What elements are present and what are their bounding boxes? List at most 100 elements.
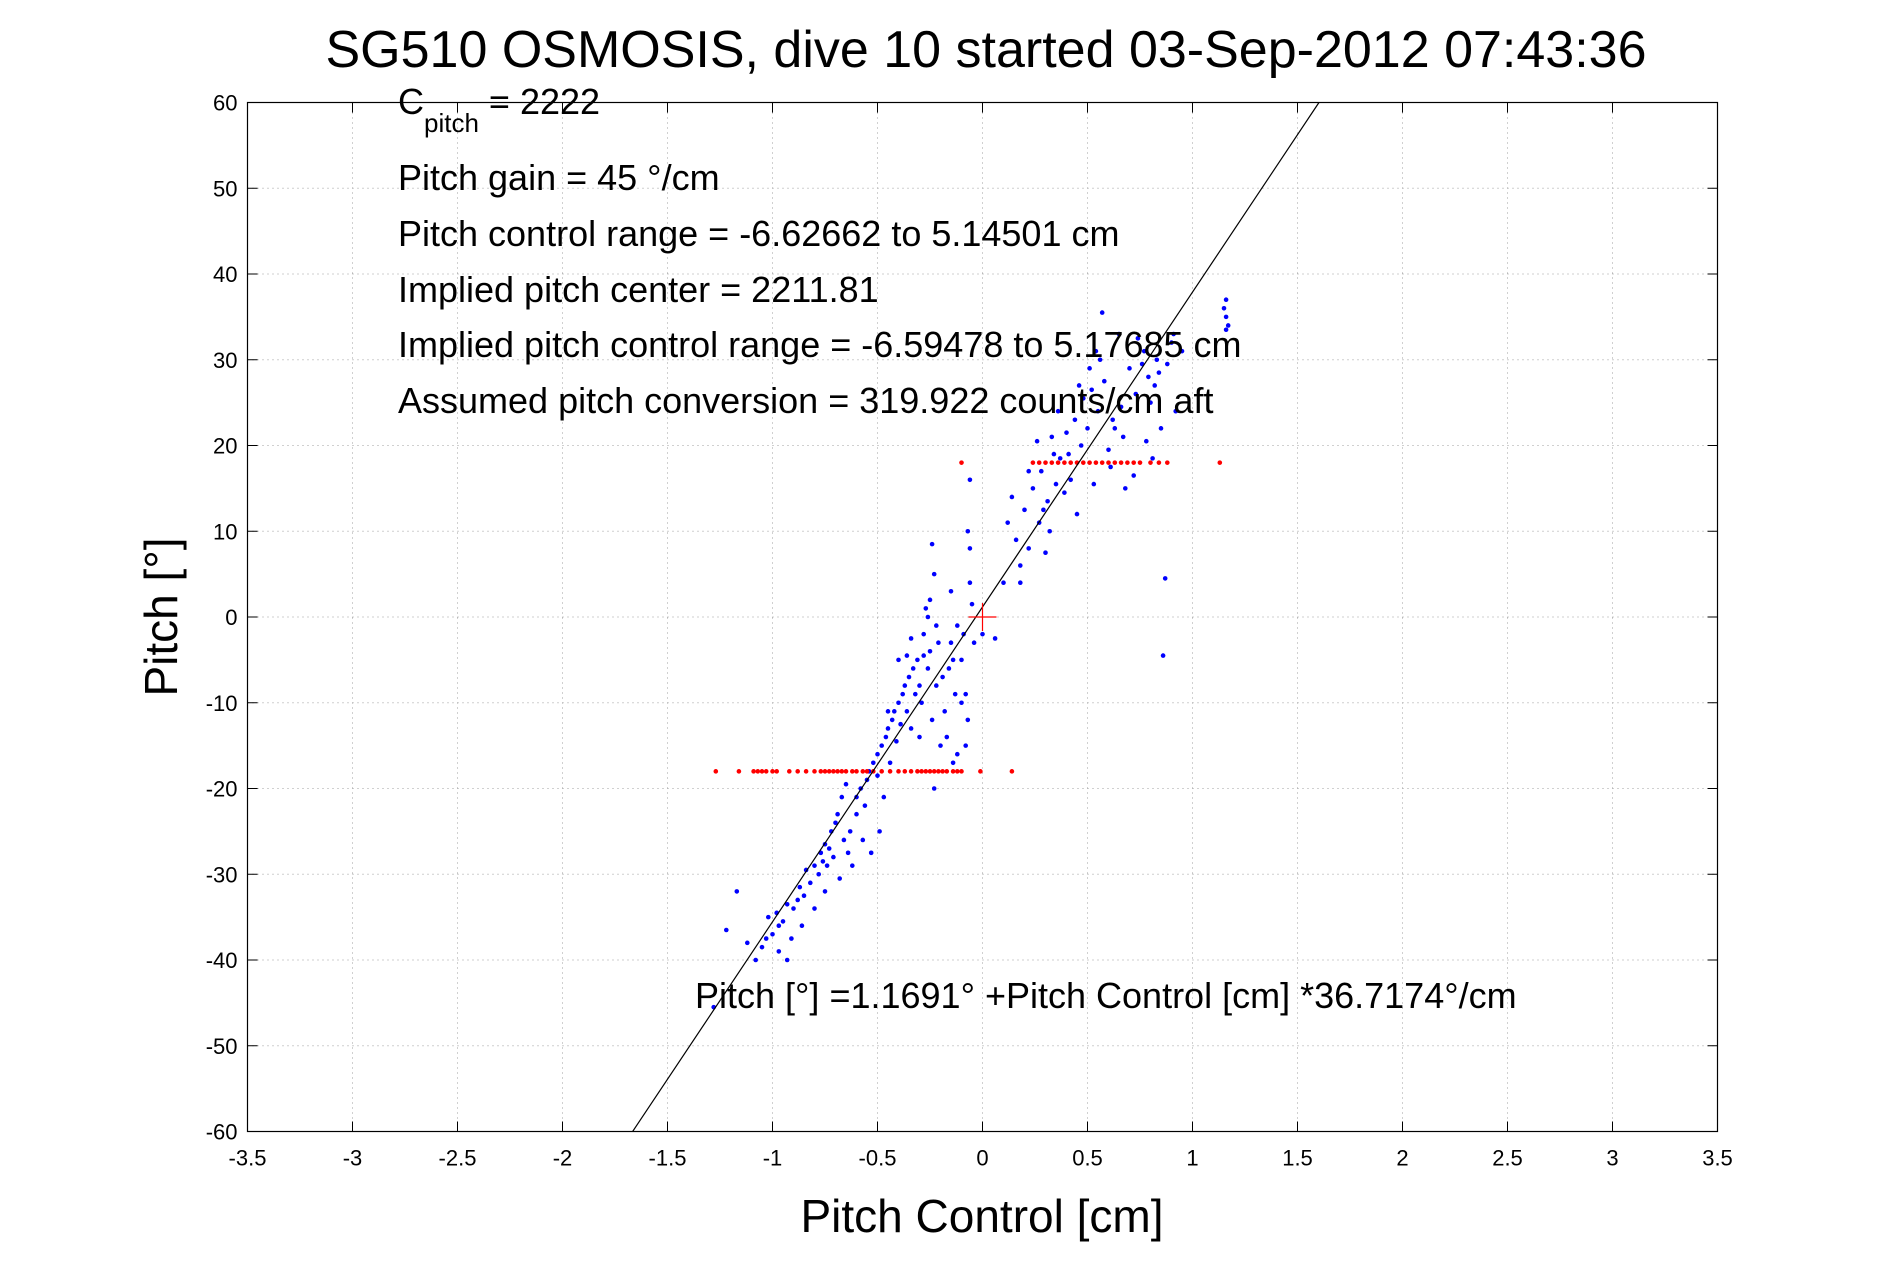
data-point	[843, 769, 849, 774]
y-tick-label: -60	[206, 1120, 238, 1145]
data-point	[841, 837, 847, 843]
data-point	[1108, 464, 1113, 470]
data-point	[896, 769, 901, 774]
data-point	[1160, 653, 1166, 658]
data-point	[791, 906, 796, 911]
data-point	[843, 781, 849, 787]
data-point	[917, 734, 922, 740]
series-1	[711, 297, 1231, 1010]
data-point	[959, 769, 964, 774]
annotation-implied-center: Implied pitch center = 2211.81	[398, 269, 879, 310]
data-point	[816, 871, 821, 877]
data-point	[734, 889, 740, 894]
data-point	[1009, 769, 1015, 774]
data-point	[713, 769, 719, 774]
data-point	[950, 769, 956, 774]
fit-equation: Pitch [°] =1.1691° +Pitch Control [cm] *…	[695, 975, 1517, 1016]
data-point	[938, 743, 943, 748]
data-point	[1131, 460, 1136, 465]
data-point	[1137, 460, 1143, 465]
annotation-c-pitch: Cpitch = 2222	[398, 81, 600, 138]
data-point	[944, 734, 950, 740]
data-point	[917, 683, 922, 688]
data-point	[1118, 460, 1124, 465]
data-point	[803, 769, 809, 774]
data-point	[921, 631, 926, 637]
data-point	[1068, 477, 1073, 483]
data-point	[774, 769, 779, 774]
data-point	[1144, 438, 1149, 444]
data-point	[1055, 460, 1061, 465]
data-point	[763, 936, 769, 941]
data-point	[1099, 310, 1105, 315]
data-point	[955, 623, 960, 628]
data-point	[915, 657, 920, 663]
data-point	[845, 850, 851, 856]
data-point	[925, 614, 931, 620]
data-point	[724, 927, 729, 933]
data-point	[875, 773, 880, 778]
data-point	[1116, 331, 1122, 337]
data-point	[1179, 348, 1185, 354]
data-point	[885, 726, 891, 731]
data-point	[795, 897, 800, 903]
data-point	[1043, 550, 1048, 555]
data-point	[892, 709, 897, 714]
data-point	[934, 683, 939, 688]
data-point	[1106, 447, 1111, 453]
data-point	[1076, 383, 1082, 388]
data-point	[1118, 404, 1124, 410]
x-tick-label: -1.5	[649, 1146, 687, 1171]
data-point	[980, 631, 985, 637]
data-point	[818, 769, 824, 774]
data-point	[799, 923, 805, 928]
data-point	[1123, 486, 1128, 491]
data-point	[1091, 481, 1097, 487]
data-point	[839, 794, 845, 800]
data-point	[833, 820, 838, 826]
data-point	[871, 760, 876, 766]
y-tick-label: -30	[206, 862, 238, 887]
data-point	[1039, 468, 1044, 474]
data-point	[831, 769, 836, 774]
data-point	[1225, 323, 1231, 328]
data-point	[1171, 331, 1176, 337]
annotation-pitch-gain: Pitch gain = 45 °/cm	[398, 157, 720, 198]
data-point	[755, 769, 761, 774]
data-point	[919, 700, 924, 706]
data-point	[1081, 396, 1086, 401]
data-point	[1087, 366, 1092, 371]
data-point	[1064, 430, 1069, 435]
y-tick-label: -40	[206, 948, 238, 973]
data-point	[1169, 340, 1174, 345]
data-point	[946, 666, 952, 671]
data-point	[1135, 336, 1141, 341]
data-point	[908, 726, 914, 731]
x-tick-label: 3.5	[1702, 1146, 1733, 1171]
data-point	[854, 811, 859, 817]
data-point	[931, 571, 937, 577]
data-point	[862, 803, 868, 808]
data-point	[898, 721, 903, 727]
data-point	[1030, 486, 1036, 491]
data-point	[860, 837, 866, 843]
data-point	[875, 751, 880, 757]
data-point	[910, 666, 916, 671]
data-point	[1068, 460, 1073, 465]
data-point	[879, 769, 884, 774]
data-point	[812, 906, 817, 911]
data-point	[784, 957, 790, 963]
data-point	[1110, 417, 1115, 423]
data-point	[808, 880, 813, 886]
data-point	[1217, 460, 1223, 465]
x-tick-label: -0.5	[859, 1146, 897, 1171]
data-point	[936, 769, 941, 774]
data-point	[1013, 537, 1019, 543]
data-point	[942, 709, 947, 714]
data-point	[801, 893, 807, 898]
data-point	[826, 846, 832, 851]
data-point	[1125, 460, 1130, 465]
data-point	[1087, 460, 1092, 465]
data-point	[776, 923, 782, 928]
y-tick-label: -10	[206, 691, 238, 716]
